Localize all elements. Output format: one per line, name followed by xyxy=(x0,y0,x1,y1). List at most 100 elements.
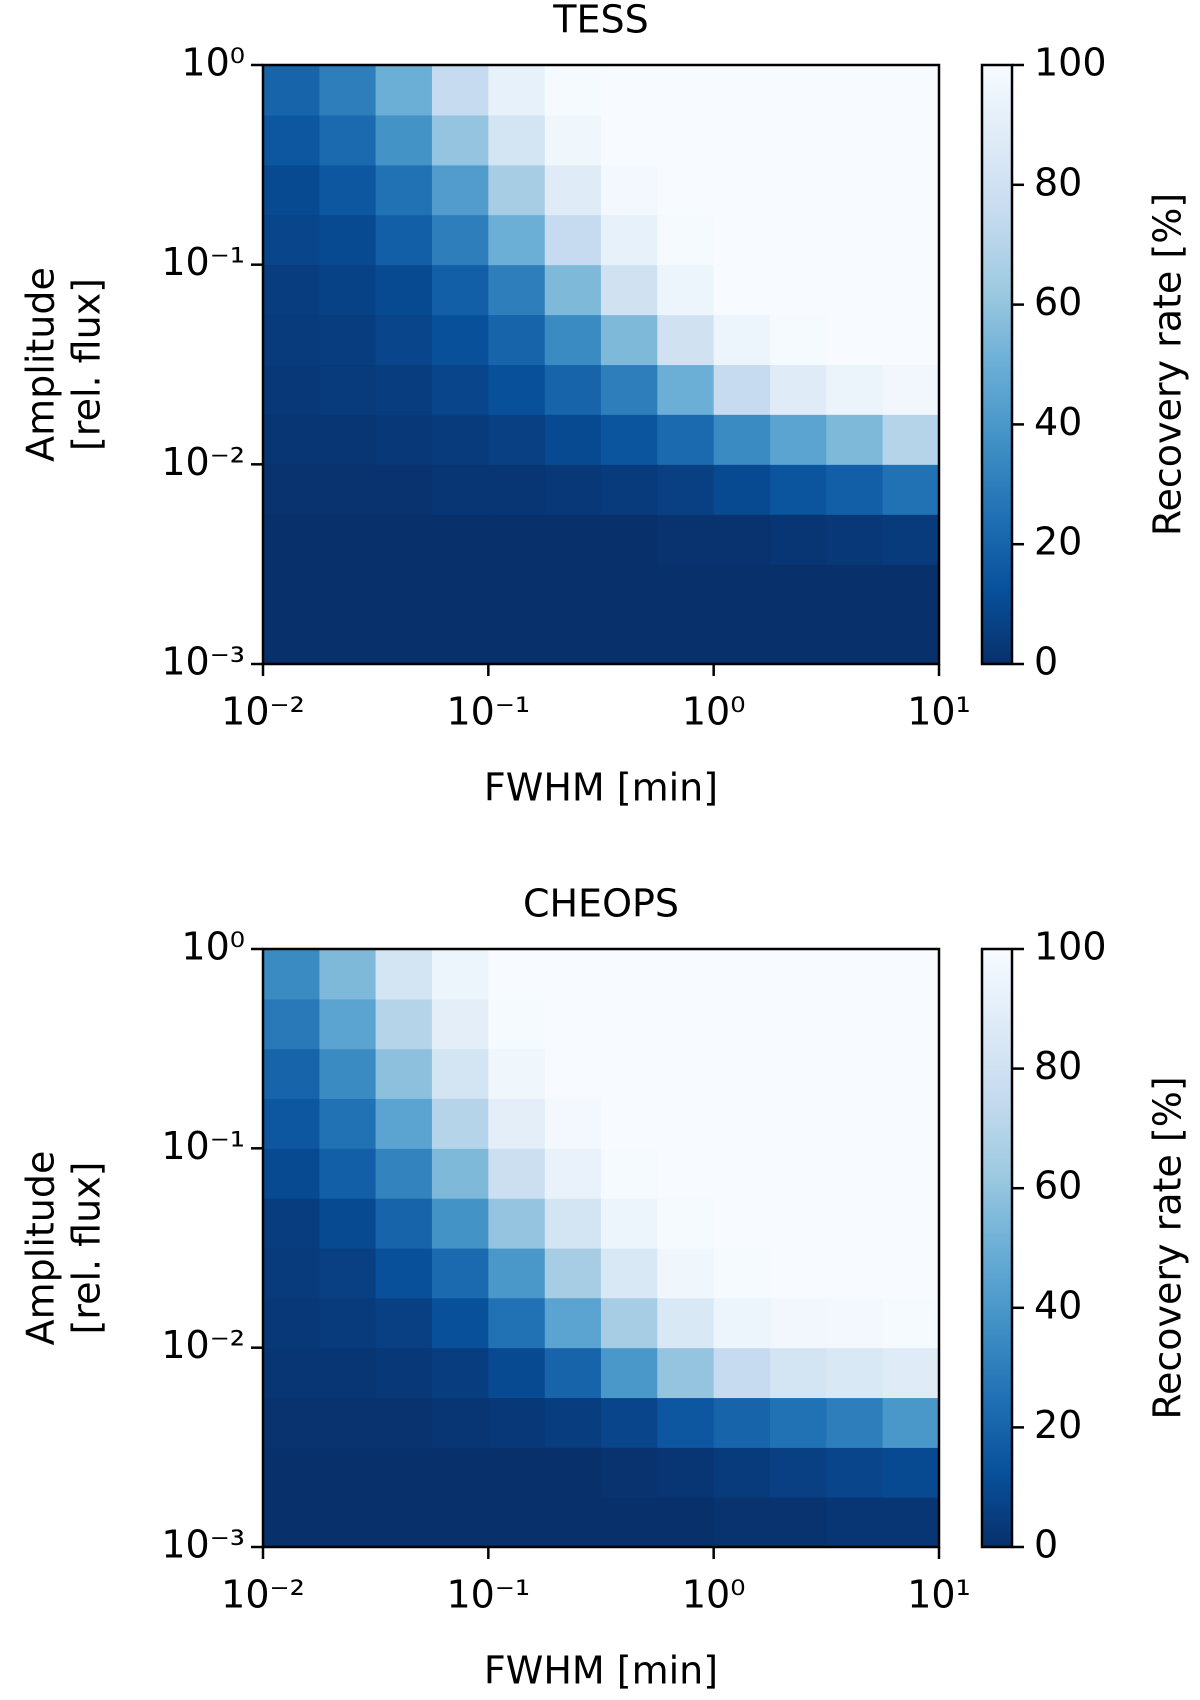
heatmap-cell xyxy=(770,1447,827,1498)
heatmap-cell xyxy=(657,414,715,465)
heatmap-cell xyxy=(488,949,546,1000)
heatmap-cell xyxy=(770,364,827,415)
heatmap-cell xyxy=(319,464,377,515)
heatmap-cell xyxy=(375,949,433,1000)
heatmap-cell xyxy=(713,214,771,266)
heatmap-cell xyxy=(375,1397,433,1448)
heatmap-cell xyxy=(657,1447,715,1498)
heatmap-cell xyxy=(375,1248,433,1299)
heatmap-cell xyxy=(319,1248,377,1299)
heatmap-cell xyxy=(713,564,771,615)
heatmap-cell xyxy=(263,1397,320,1448)
heatmap-cell xyxy=(544,464,602,515)
heatmap-cell xyxy=(263,1098,320,1149)
heatmap-cell xyxy=(600,264,658,316)
heatmap-cell xyxy=(600,1048,658,1099)
heatmap-cell xyxy=(770,114,827,166)
heatmap-cell xyxy=(770,1347,827,1399)
x-tick-label: 10⁻² xyxy=(221,690,305,734)
heatmap-cell xyxy=(263,65,320,116)
heatmap-cell xyxy=(431,1297,489,1349)
heatmap-cell xyxy=(263,214,320,266)
heatmap-cell xyxy=(544,613,602,665)
y-tick-label: 10⁰ xyxy=(181,925,245,969)
heatmap-cell xyxy=(375,214,433,266)
heatmap-cell xyxy=(263,998,320,1050)
heatmap-cell xyxy=(770,414,827,465)
heatmap-cell xyxy=(319,214,377,266)
x-tick-label: 10⁻¹ xyxy=(447,690,531,734)
heatmap-cell xyxy=(713,514,771,565)
heatmap-cell xyxy=(600,1248,658,1299)
colorbar xyxy=(980,947,1014,1549)
heatmap-cell xyxy=(770,1048,827,1099)
heatmap-cell xyxy=(375,1148,433,1199)
x-tick-label: 10¹ xyxy=(907,690,971,734)
heatmap-cell xyxy=(713,949,771,1000)
heatmap-cell xyxy=(882,65,940,116)
heatmap-cell xyxy=(826,1148,884,1199)
heatmap-cell xyxy=(770,464,827,515)
heatmap-cell xyxy=(431,264,489,316)
heatmap-cell xyxy=(600,514,658,565)
heatmap-cell xyxy=(770,1397,827,1448)
heatmap-cell xyxy=(882,414,940,465)
heatmap-cell xyxy=(375,264,433,316)
heatmap-cell xyxy=(488,1447,546,1498)
heatmap-cell xyxy=(826,464,884,515)
heatmap-cell xyxy=(488,564,546,615)
heatmap-cell xyxy=(713,998,771,1050)
y-axis-label: [rel. flux] xyxy=(65,278,109,451)
heatmap-cell xyxy=(713,464,771,515)
y-axis-label: [rel. flux] xyxy=(65,1161,109,1334)
heatmap-cell xyxy=(882,264,940,316)
colorbar-tick-label: 100 xyxy=(1034,925,1107,969)
heatmap-cell xyxy=(600,1098,658,1149)
heatmap-cell xyxy=(600,1447,658,1498)
heatmap-cell xyxy=(713,164,771,216)
heatmap-cell xyxy=(657,564,715,615)
heatmap-cell xyxy=(319,1347,377,1399)
heatmap-cell xyxy=(431,998,489,1050)
heatmap-cell xyxy=(713,1148,771,1199)
heatmap-cell xyxy=(826,164,884,216)
heatmap-cell xyxy=(657,1098,715,1149)
colorbar-label: Recovery rate [%] xyxy=(1146,193,1190,536)
heatmap-cell xyxy=(375,414,433,465)
colorbar-tick-label: 0 xyxy=(1034,640,1058,684)
heatmap-cell xyxy=(544,214,602,266)
heatmap-cell xyxy=(657,514,715,565)
x-tick-label: 10¹ xyxy=(907,1573,971,1617)
heatmap-cell xyxy=(263,1248,320,1299)
heatmap-cell xyxy=(657,264,715,316)
heatmap-cell xyxy=(657,364,715,415)
heatmap-cell xyxy=(826,264,884,316)
heatmap-cell xyxy=(826,414,884,465)
heatmap-cell xyxy=(544,1048,602,1099)
heatmap-cell xyxy=(657,1048,715,1099)
heatmap-cell xyxy=(600,949,658,1000)
colorbar-tick-label: 100 xyxy=(1034,41,1107,85)
heatmap-cell xyxy=(263,1497,320,1548)
heatmap-cell xyxy=(263,364,320,415)
heatmap-cell xyxy=(657,1497,715,1548)
heatmap-cell xyxy=(826,1297,884,1349)
heatmap-cell xyxy=(713,364,771,415)
heatmap-cell xyxy=(375,998,433,1050)
heatmap-cell xyxy=(600,1148,658,1199)
heatmap-cell xyxy=(375,564,433,615)
heatmap-cell xyxy=(431,1148,489,1199)
y-tick-label: 10⁻³ xyxy=(161,1523,245,1567)
heatmap-cell xyxy=(263,1048,320,1099)
heatmap-cell xyxy=(319,414,377,465)
heatmap-cell xyxy=(431,164,489,216)
heatmap-cell xyxy=(375,1098,433,1149)
heatmap-cell xyxy=(657,1397,715,1448)
heatmap-cell xyxy=(882,464,940,515)
heatmap-cell xyxy=(431,1447,489,1498)
heatmap-cell xyxy=(544,1198,602,1249)
heatmap-cell xyxy=(431,1098,489,1149)
heatmap-cell xyxy=(431,514,489,565)
heatmap-cell xyxy=(431,364,489,415)
heatmap-cell xyxy=(319,114,377,166)
